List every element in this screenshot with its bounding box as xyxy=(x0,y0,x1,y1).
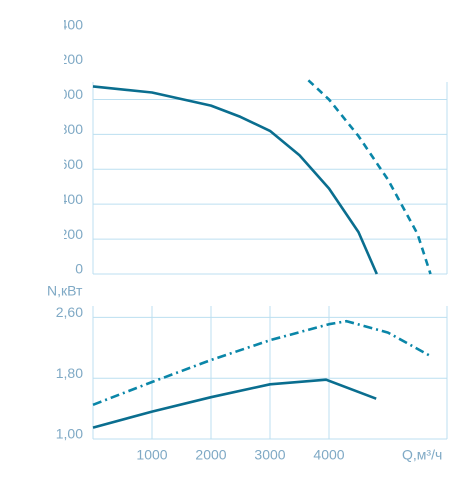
x-axis-label: Q,м³/ч xyxy=(402,447,442,463)
y-tick-label: 200 xyxy=(60,226,84,242)
x-tick-label: 4000 xyxy=(313,447,344,463)
data-line xyxy=(92,378,377,429)
data-line xyxy=(92,319,430,407)
y-tick-label: 1,80 xyxy=(56,365,83,381)
y-tick-label: 2,60 xyxy=(56,304,83,320)
y-tick-label: 0 xyxy=(75,261,83,277)
y-tick-label: 1,00 xyxy=(56,426,83,442)
y-axis: 0 200 400 600 800 1000 1200 1400 xyxy=(52,16,84,277)
y-tick-label: 1200 xyxy=(52,51,83,67)
y-tick-label: 800 xyxy=(60,121,84,137)
y-axis-label: N,кВт xyxy=(47,283,83,299)
y-tick-label: 1400 xyxy=(52,16,83,32)
data-line xyxy=(92,85,378,275)
x-tick-label: 3000 xyxy=(254,447,285,463)
y-tick-label: 400 xyxy=(60,191,84,207)
y-tick-label: 1000 xyxy=(52,86,83,102)
data-line xyxy=(307,79,432,275)
x-tick-label: 2000 xyxy=(195,447,226,463)
y-tick-label: 600 xyxy=(60,156,84,172)
x-tick-label: 1000 xyxy=(136,447,167,463)
